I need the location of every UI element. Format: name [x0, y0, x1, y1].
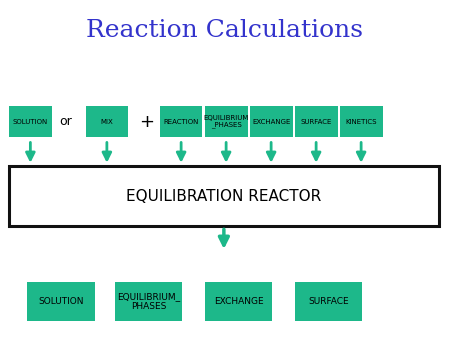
FancyBboxPatch shape: [86, 106, 128, 137]
Text: +: +: [139, 113, 154, 131]
Text: REACTION: REACTION: [163, 119, 199, 125]
Text: SOLUTION: SOLUTION: [13, 119, 48, 125]
Text: EXCHANGE: EXCHANGE: [252, 119, 290, 125]
FancyBboxPatch shape: [295, 282, 362, 321]
Text: KINETICS: KINETICS: [346, 119, 377, 125]
Text: SOLUTION: SOLUTION: [38, 297, 84, 306]
FancyBboxPatch shape: [9, 106, 52, 137]
FancyBboxPatch shape: [160, 106, 202, 137]
FancyBboxPatch shape: [115, 282, 182, 321]
FancyBboxPatch shape: [205, 106, 248, 137]
Text: EXCHANGE: EXCHANGE: [214, 297, 263, 306]
Text: SURFACE: SURFACE: [301, 119, 332, 125]
Text: EQUILIBRIUM
_PHASES: EQUILIBRIUM _PHASES: [203, 115, 249, 128]
Text: MIX: MIX: [100, 119, 113, 125]
Text: SURFACE: SURFACE: [308, 297, 349, 306]
FancyBboxPatch shape: [9, 166, 439, 226]
FancyBboxPatch shape: [295, 106, 338, 137]
Text: EQUILIBRATION REACTOR: EQUILIBRATION REACTOR: [126, 189, 321, 203]
FancyBboxPatch shape: [340, 106, 382, 137]
FancyBboxPatch shape: [205, 282, 272, 321]
FancyBboxPatch shape: [27, 282, 94, 321]
Text: or: or: [59, 115, 72, 128]
FancyBboxPatch shape: [250, 106, 292, 137]
Text: EQUILIBRIUM_
PHASES: EQUILIBRIUM_ PHASES: [117, 292, 180, 311]
Text: Reaction Calculations: Reaction Calculations: [86, 19, 364, 42]
